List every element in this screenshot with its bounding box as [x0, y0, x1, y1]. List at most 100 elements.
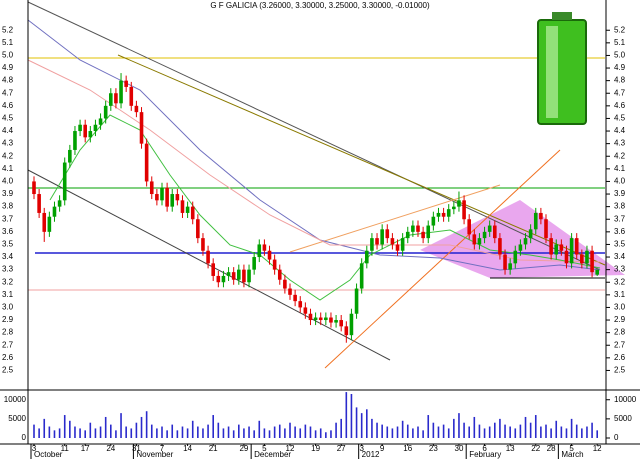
y-tick-label: 3.9	[2, 189, 14, 198]
candle-body	[467, 219, 471, 235]
candle-body	[365, 250, 369, 264]
x-tick-label: 28	[547, 444, 556, 453]
candle-body	[498, 238, 502, 255]
y-tick-label: 2.7	[614, 340, 626, 349]
candle-body	[390, 238, 395, 245]
volume-bar	[273, 426, 276, 438]
candle-body	[354, 288, 359, 314]
volume-bar	[309, 426, 312, 438]
x-tick-label: 6	[482, 444, 487, 453]
volume-bar	[314, 430, 317, 438]
candle-body	[324, 317, 328, 321]
x-tick-label: 24	[106, 444, 115, 453]
volume-bar	[140, 416, 143, 438]
x-tick-label: 9	[380, 444, 385, 453]
y-tick-label: 3.1	[2, 290, 14, 299]
volume-tick-label: 10000	[4, 395, 27, 404]
volume-bar	[381, 424, 383, 438]
y-tick-label: 4.3	[614, 139, 626, 148]
candle-body	[528, 229, 533, 239]
month-label: December	[254, 450, 291, 459]
volume-bar	[74, 426, 76, 438]
candle-body	[523, 238, 528, 245]
y-tick-label: 2.8	[614, 328, 626, 337]
y-tick-label: 4.8	[614, 76, 626, 85]
x-tick-label: 21	[209, 444, 218, 453]
candle-body	[52, 206, 57, 217]
y-tick-label: 4.1	[614, 164, 626, 173]
volume-bar	[207, 424, 209, 438]
candle-body	[533, 212, 538, 230]
y-tick-label: 3.7	[2, 214, 14, 223]
volume-bar	[284, 428, 286, 438]
volume-bar	[386, 426, 389, 438]
candle-body	[93, 124, 98, 132]
volume-bar	[345, 392, 348, 438]
volume-bar	[560, 426, 563, 438]
volume-bar	[555, 420, 558, 438]
x-tick-label: 7	[160, 444, 165, 453]
candle-body	[88, 131, 93, 138]
volume-bar	[376, 422, 378, 438]
y-tick-label: 5.0	[614, 51, 626, 60]
candle-body	[277, 269, 282, 280]
candle-body	[293, 294, 297, 302]
y-tick-label: 3.5	[2, 240, 14, 249]
candle-body	[395, 244, 400, 251]
volume-bar	[227, 426, 230, 438]
overlays	[27, 1, 625, 369]
volume-bar	[186, 428, 189, 438]
candle-body	[544, 219, 548, 239]
y-tick-label: 5.1	[2, 38, 14, 47]
x-tick-label: 11	[61, 444, 70, 453]
volume-bar	[268, 430, 271, 438]
y-tick-label: 4.0	[2, 177, 14, 186]
month-label: February	[469, 450, 501, 459]
candle-body	[226, 272, 231, 276]
y-tick-label: 4.2	[2, 151, 14, 160]
candle-body	[308, 313, 313, 321]
volume-bar	[248, 426, 250, 438]
y-tick-label: 2.5	[614, 366, 626, 375]
candle-body	[585, 250, 589, 264]
candle-body	[109, 93, 113, 106]
volume-bar	[43, 418, 46, 438]
month-label: October	[34, 450, 63, 459]
candle-body	[313, 317, 318, 321]
volume-bar	[499, 418, 501, 438]
y-tick-label: 5.2	[2, 25, 14, 34]
volume-bar	[89, 422, 92, 438]
volume-bar	[463, 422, 465, 438]
volume-bar	[150, 424, 153, 438]
volume-bar	[171, 424, 174, 438]
candle-body	[78, 124, 82, 132]
y-tick-label: 3.6	[2, 227, 14, 236]
volume-bar	[99, 426, 102, 438]
candle-body	[426, 225, 431, 239]
candle-body	[206, 250, 210, 264]
volume-bar	[253, 430, 255, 438]
y-tick-label: 4.9	[614, 63, 626, 72]
candle-body	[549, 238, 553, 255]
volume-bar	[540, 426, 542, 438]
candle-body	[385, 229, 390, 239]
volume-bar	[586, 426, 588, 438]
y-tick-label: 3.3	[614, 265, 626, 274]
volume-bar	[48, 426, 51, 438]
volume-bar	[570, 418, 573, 438]
candle-body	[83, 124, 87, 138]
candle-body	[267, 250, 272, 260]
candle-body	[252, 257, 256, 270]
volume-bar	[427, 415, 430, 438]
x-tick-label: 14	[183, 444, 192, 453]
volume-bar	[33, 424, 35, 438]
volume-bar	[442, 424, 445, 438]
candle-body	[472, 234, 477, 245]
y-tick-label: 3.0	[2, 303, 14, 312]
candle-body	[349, 313, 354, 336]
candle-body	[73, 131, 77, 150]
volume-bar	[458, 413, 460, 438]
volume-tick-label: 10000	[614, 395, 637, 404]
volume-bar	[396, 426, 399, 438]
candle-body	[554, 244, 559, 255]
